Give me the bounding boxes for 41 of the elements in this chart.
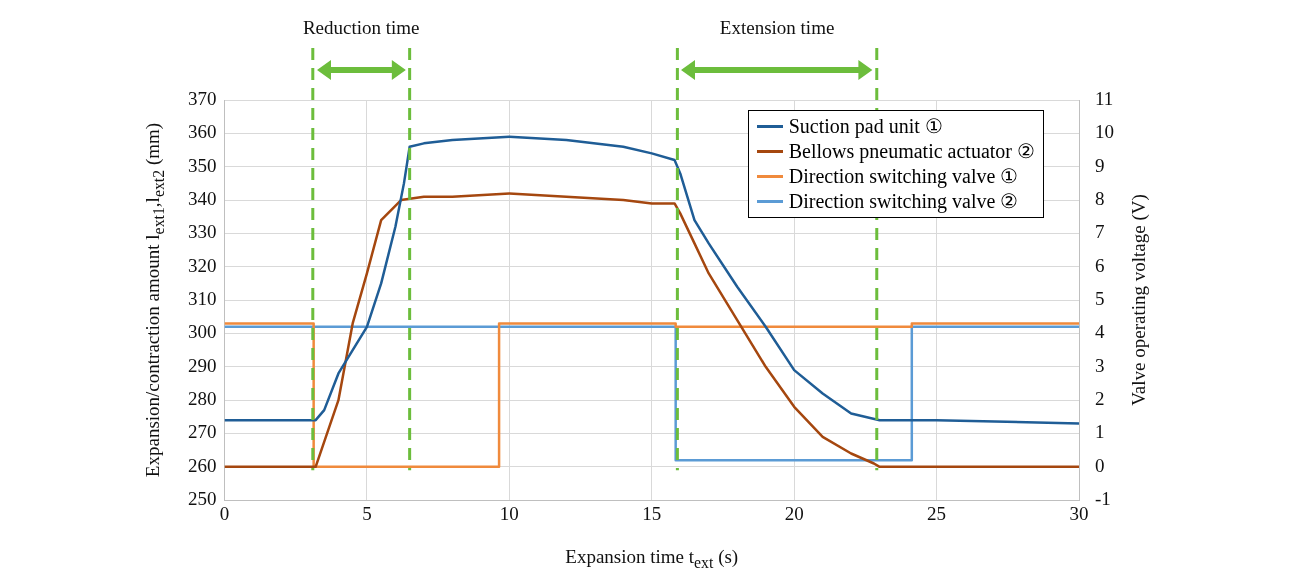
y-tick-label: 290: [188, 354, 217, 376]
text: Reduction time: [302, 17, 420, 38]
x-tick-label: 30: [1069, 502, 1089, 524]
y-tick-label: 350: [188, 154, 217, 176]
y2-tick-label: 7: [1095, 221, 1105, 243]
y-tick-label: 310: [188, 288, 217, 310]
x-tick-label: 15: [642, 502, 662, 524]
y2-axis-title: Valve operating voltage (V): [1128, 194, 1150, 406]
legend-label: Direction switching valve ②: [788, 189, 1019, 214]
y-tick-label: 340: [188, 188, 217, 210]
y-tick-label: 360: [188, 121, 217, 143]
y2-tick-label: 3: [1095, 354, 1105, 376]
y-tick-label: 250: [188, 488, 217, 510]
y2-tick-label: 8: [1095, 188, 1105, 210]
y-tick-label: 300: [188, 321, 217, 343]
x-axis-title: Expansion time t$_{ext}$ (s): [565, 546, 739, 572]
y-tick-label: 270: [188, 421, 217, 443]
x-tick-label: 0: [219, 502, 230, 524]
y2-tick-label: 5: [1095, 288, 1105, 310]
y2-tick-label: 9: [1095, 154, 1105, 176]
y2-tick-label: 1: [1095, 421, 1105, 443]
x-tick-label: 25: [927, 502, 947, 524]
y2-tick-label: 11: [1095, 87, 1114, 109]
y-tick-label: 330: [188, 221, 217, 243]
x-tick-label: 5: [362, 502, 372, 524]
y-tick-label: 260: [188, 454, 217, 476]
y2-tick-label: 4: [1095, 321, 1105, 343]
text: Extension time: [719, 17, 835, 38]
legend-label: Direction switching valve ①: [788, 164, 1019, 189]
y2-tick-label: -1: [1095, 488, 1111, 510]
x-tick-label: 10: [499, 502, 519, 524]
legend-label: Suction pad unit ①: [788, 114, 943, 139]
x-tick-label: 20: [784, 502, 804, 524]
y-tick-label: 280: [188, 388, 217, 410]
y2-tick-label: 2: [1095, 388, 1105, 410]
y2-tick-label: 6: [1095, 254, 1105, 276]
legend-label: Bellows pneumatic actuator ②: [788, 139, 1035, 164]
y-tick-label: 370: [188, 87, 217, 109]
y-tick-label: 320: [188, 254, 217, 276]
y2-tick-label: 10: [1095, 121, 1114, 143]
y2-tick-label: 0: [1095, 454, 1105, 476]
